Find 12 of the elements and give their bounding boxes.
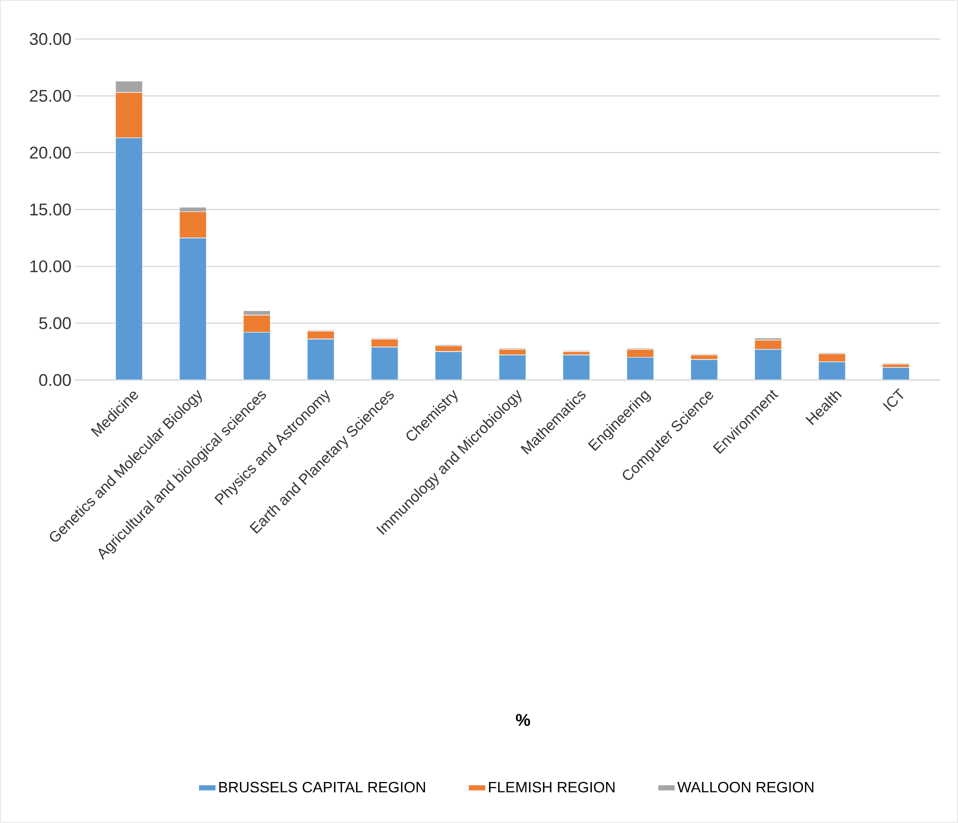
legend-label: WALLOON REGION (677, 782, 814, 792)
y-tick-label: 30.00 (30, 32, 71, 45)
y-tick-label: 10.00 (30, 260, 71, 272)
legend-label: FLEMISH REGION (489, 782, 614, 792)
y-tick-label: 5.00 (39, 317, 71, 330)
y-tick-label: 0.00 (39, 374, 71, 386)
x-tick-label: ICT (882, 388, 904, 412)
y-tick-label: 15.00 (30, 203, 71, 216)
y-tick-label: 25.00 (30, 90, 71, 102)
text: % (516, 714, 530, 726)
legend-label: BRUSSELS CAPITAL REGION (219, 782, 425, 792)
y-tick-label: 20.00 (30, 146, 71, 159)
